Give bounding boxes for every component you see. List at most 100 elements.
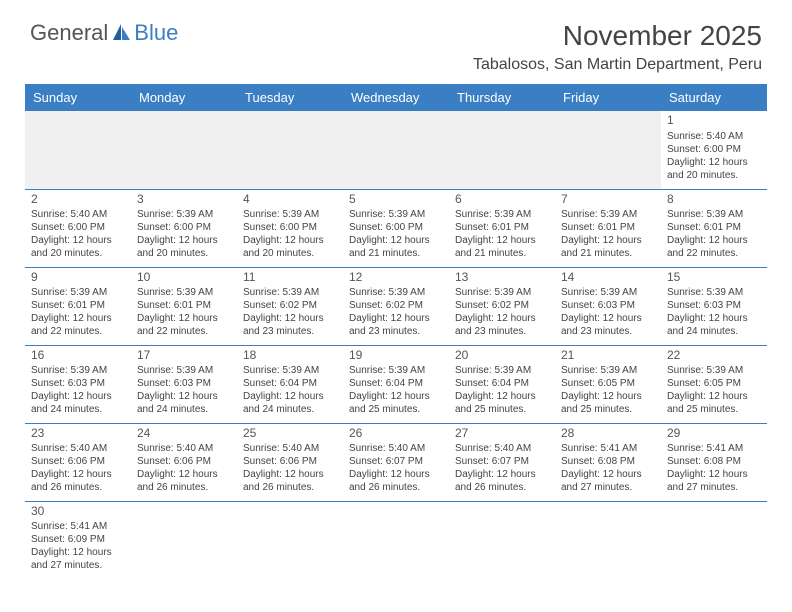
day-number: 9 <box>31 270 125 286</box>
sunset-line: Sunset: 6:07 PM <box>455 455 549 468</box>
day-number: 4 <box>243 192 337 208</box>
daylight-line: Daylight: 12 hours and 21 minutes. <box>561 234 655 260</box>
daylight-line: Daylight: 12 hours and 26 minutes. <box>31 468 125 494</box>
sunset-line: Sunset: 6:01 PM <box>667 221 761 234</box>
sunset-line: Sunset: 6:04 PM <box>455 377 549 390</box>
day-number: 24 <box>137 426 231 442</box>
calendar-cell: 5Sunrise: 5:39 AMSunset: 6:00 PMDaylight… <box>343 189 449 267</box>
sunset-line: Sunset: 6:08 PM <box>561 455 655 468</box>
calendar-cell: 12Sunrise: 5:39 AMSunset: 6:02 PMDayligh… <box>343 267 449 345</box>
sail-icon <box>110 22 132 44</box>
calendar-cell <box>449 501 555 579</box>
calendar-cell: 7Sunrise: 5:39 AMSunset: 6:01 PMDaylight… <box>555 189 661 267</box>
sunset-line: Sunset: 6:05 PM <box>667 377 761 390</box>
day-header: Tuesday <box>237 84 343 111</box>
logo: General Blue <box>30 20 178 46</box>
calendar-cell: 3Sunrise: 5:39 AMSunset: 6:00 PMDaylight… <box>131 189 237 267</box>
sunset-line: Sunset: 6:09 PM <box>31 533 125 546</box>
sunset-line: Sunset: 6:06 PM <box>243 455 337 468</box>
sunset-line: Sunset: 6:02 PM <box>455 299 549 312</box>
sunset-line: Sunset: 6:02 PM <box>349 299 443 312</box>
day-number: 18 <box>243 348 337 364</box>
day-number: 16 <box>31 348 125 364</box>
day-header: Friday <box>555 84 661 111</box>
daylight-line: Daylight: 12 hours and 21 minutes. <box>349 234 443 260</box>
calendar-table: SundayMondayTuesdayWednesdayThursdayFrid… <box>25 84 767 579</box>
calendar-cell: 25Sunrise: 5:40 AMSunset: 6:06 PMDayligh… <box>237 423 343 501</box>
daylight-line: Daylight: 12 hours and 22 minutes. <box>137 312 231 338</box>
calendar-cell: 19Sunrise: 5:39 AMSunset: 6:04 PMDayligh… <box>343 345 449 423</box>
sunrise-line: Sunrise: 5:41 AM <box>667 442 761 455</box>
day-header: Thursday <box>449 84 555 111</box>
sunrise-line: Sunrise: 5:39 AM <box>137 286 231 299</box>
logo-text-2: Blue <box>134 20 178 46</box>
daylight-line: Daylight: 12 hours and 23 minutes. <box>561 312 655 338</box>
calendar-cell: 6Sunrise: 5:39 AMSunset: 6:01 PMDaylight… <box>449 189 555 267</box>
sunrise-line: Sunrise: 5:39 AM <box>243 208 337 221</box>
daylight-line: Daylight: 12 hours and 27 minutes. <box>31 546 125 572</box>
sunset-line: Sunset: 6:03 PM <box>667 299 761 312</box>
day-number: 22 <box>667 348 761 364</box>
sunrise-line: Sunrise: 5:41 AM <box>31 520 125 533</box>
calendar-cell <box>25 111 131 189</box>
sunset-line: Sunset: 6:04 PM <box>243 377 337 390</box>
daylight-line: Daylight: 12 hours and 23 minutes. <box>455 312 549 338</box>
calendar-cell: 21Sunrise: 5:39 AMSunset: 6:05 PMDayligh… <box>555 345 661 423</box>
sunrise-line: Sunrise: 5:39 AM <box>455 208 549 221</box>
calendar-cell: 23Sunrise: 5:40 AMSunset: 6:06 PMDayligh… <box>25 423 131 501</box>
sunrise-line: Sunrise: 5:40 AM <box>31 208 125 221</box>
calendar-cell: 10Sunrise: 5:39 AMSunset: 6:01 PMDayligh… <box>131 267 237 345</box>
header: General Blue November 2025 Tabalosos, Sa… <box>0 0 792 84</box>
sunrise-line: Sunrise: 5:39 AM <box>31 286 125 299</box>
calendar-cell <box>343 501 449 579</box>
calendar-cell: 13Sunrise: 5:39 AMSunset: 6:02 PMDayligh… <box>449 267 555 345</box>
sunset-line: Sunset: 6:07 PM <box>349 455 443 468</box>
calendar-cell: 14Sunrise: 5:39 AMSunset: 6:03 PMDayligh… <box>555 267 661 345</box>
calendar-cell: 17Sunrise: 5:39 AMSunset: 6:03 PMDayligh… <box>131 345 237 423</box>
daylight-line: Daylight: 12 hours and 20 minutes. <box>243 234 337 260</box>
daylight-line: Daylight: 12 hours and 20 minutes. <box>31 234 125 260</box>
day-number: 15 <box>667 270 761 286</box>
month-title: November 2025 <box>473 20 762 52</box>
sunset-line: Sunset: 6:01 PM <box>455 221 549 234</box>
sunset-line: Sunset: 6:01 PM <box>31 299 125 312</box>
calendar-cell: 24Sunrise: 5:40 AMSunset: 6:06 PMDayligh… <box>131 423 237 501</box>
calendar-cell: 16Sunrise: 5:39 AMSunset: 6:03 PMDayligh… <box>25 345 131 423</box>
daylight-line: Daylight: 12 hours and 24 minutes. <box>137 390 231 416</box>
day-number: 10 <box>137 270 231 286</box>
calendar-row: 23Sunrise: 5:40 AMSunset: 6:06 PMDayligh… <box>25 423 767 501</box>
day-number: 30 <box>31 504 125 520</box>
calendar-row: 30Sunrise: 5:41 AMSunset: 6:09 PMDayligh… <box>25 501 767 579</box>
calendar-cell <box>661 501 767 579</box>
day-number: 14 <box>561 270 655 286</box>
sunrise-line: Sunrise: 5:39 AM <box>137 208 231 221</box>
sunset-line: Sunset: 6:00 PM <box>667 143 761 156</box>
sunset-line: Sunset: 6:01 PM <box>561 221 655 234</box>
day-number: 2 <box>31 192 125 208</box>
day-number: 5 <box>349 192 443 208</box>
daylight-line: Daylight: 12 hours and 21 minutes. <box>455 234 549 260</box>
day-number: 7 <box>561 192 655 208</box>
sunset-line: Sunset: 6:08 PM <box>667 455 761 468</box>
daylight-line: Daylight: 12 hours and 20 minutes. <box>137 234 231 260</box>
day-number: 13 <box>455 270 549 286</box>
sunrise-line: Sunrise: 5:39 AM <box>31 364 125 377</box>
sunset-line: Sunset: 6:03 PM <box>31 377 125 390</box>
daylight-line: Daylight: 12 hours and 24 minutes. <box>31 390 125 416</box>
sunrise-line: Sunrise: 5:40 AM <box>455 442 549 455</box>
calendar-header-row: SundayMondayTuesdayWednesdayThursdayFrid… <box>25 84 767 111</box>
day-header: Saturday <box>661 84 767 111</box>
calendar-cell: 15Sunrise: 5:39 AMSunset: 6:03 PMDayligh… <box>661 267 767 345</box>
calendar-cell: 29Sunrise: 5:41 AMSunset: 6:08 PMDayligh… <box>661 423 767 501</box>
logo-text-1: General <box>30 20 108 46</box>
sunrise-line: Sunrise: 5:39 AM <box>349 208 443 221</box>
sunset-line: Sunset: 6:04 PM <box>349 377 443 390</box>
sunrise-line: Sunrise: 5:39 AM <box>455 364 549 377</box>
daylight-line: Daylight: 12 hours and 26 minutes. <box>243 468 337 494</box>
sunset-line: Sunset: 6:00 PM <box>31 221 125 234</box>
daylight-line: Daylight: 12 hours and 27 minutes. <box>561 468 655 494</box>
day-number: 21 <box>561 348 655 364</box>
daylight-line: Daylight: 12 hours and 22 minutes. <box>667 234 761 260</box>
day-header: Sunday <box>25 84 131 111</box>
calendar-row: 2Sunrise: 5:40 AMSunset: 6:00 PMDaylight… <box>25 189 767 267</box>
